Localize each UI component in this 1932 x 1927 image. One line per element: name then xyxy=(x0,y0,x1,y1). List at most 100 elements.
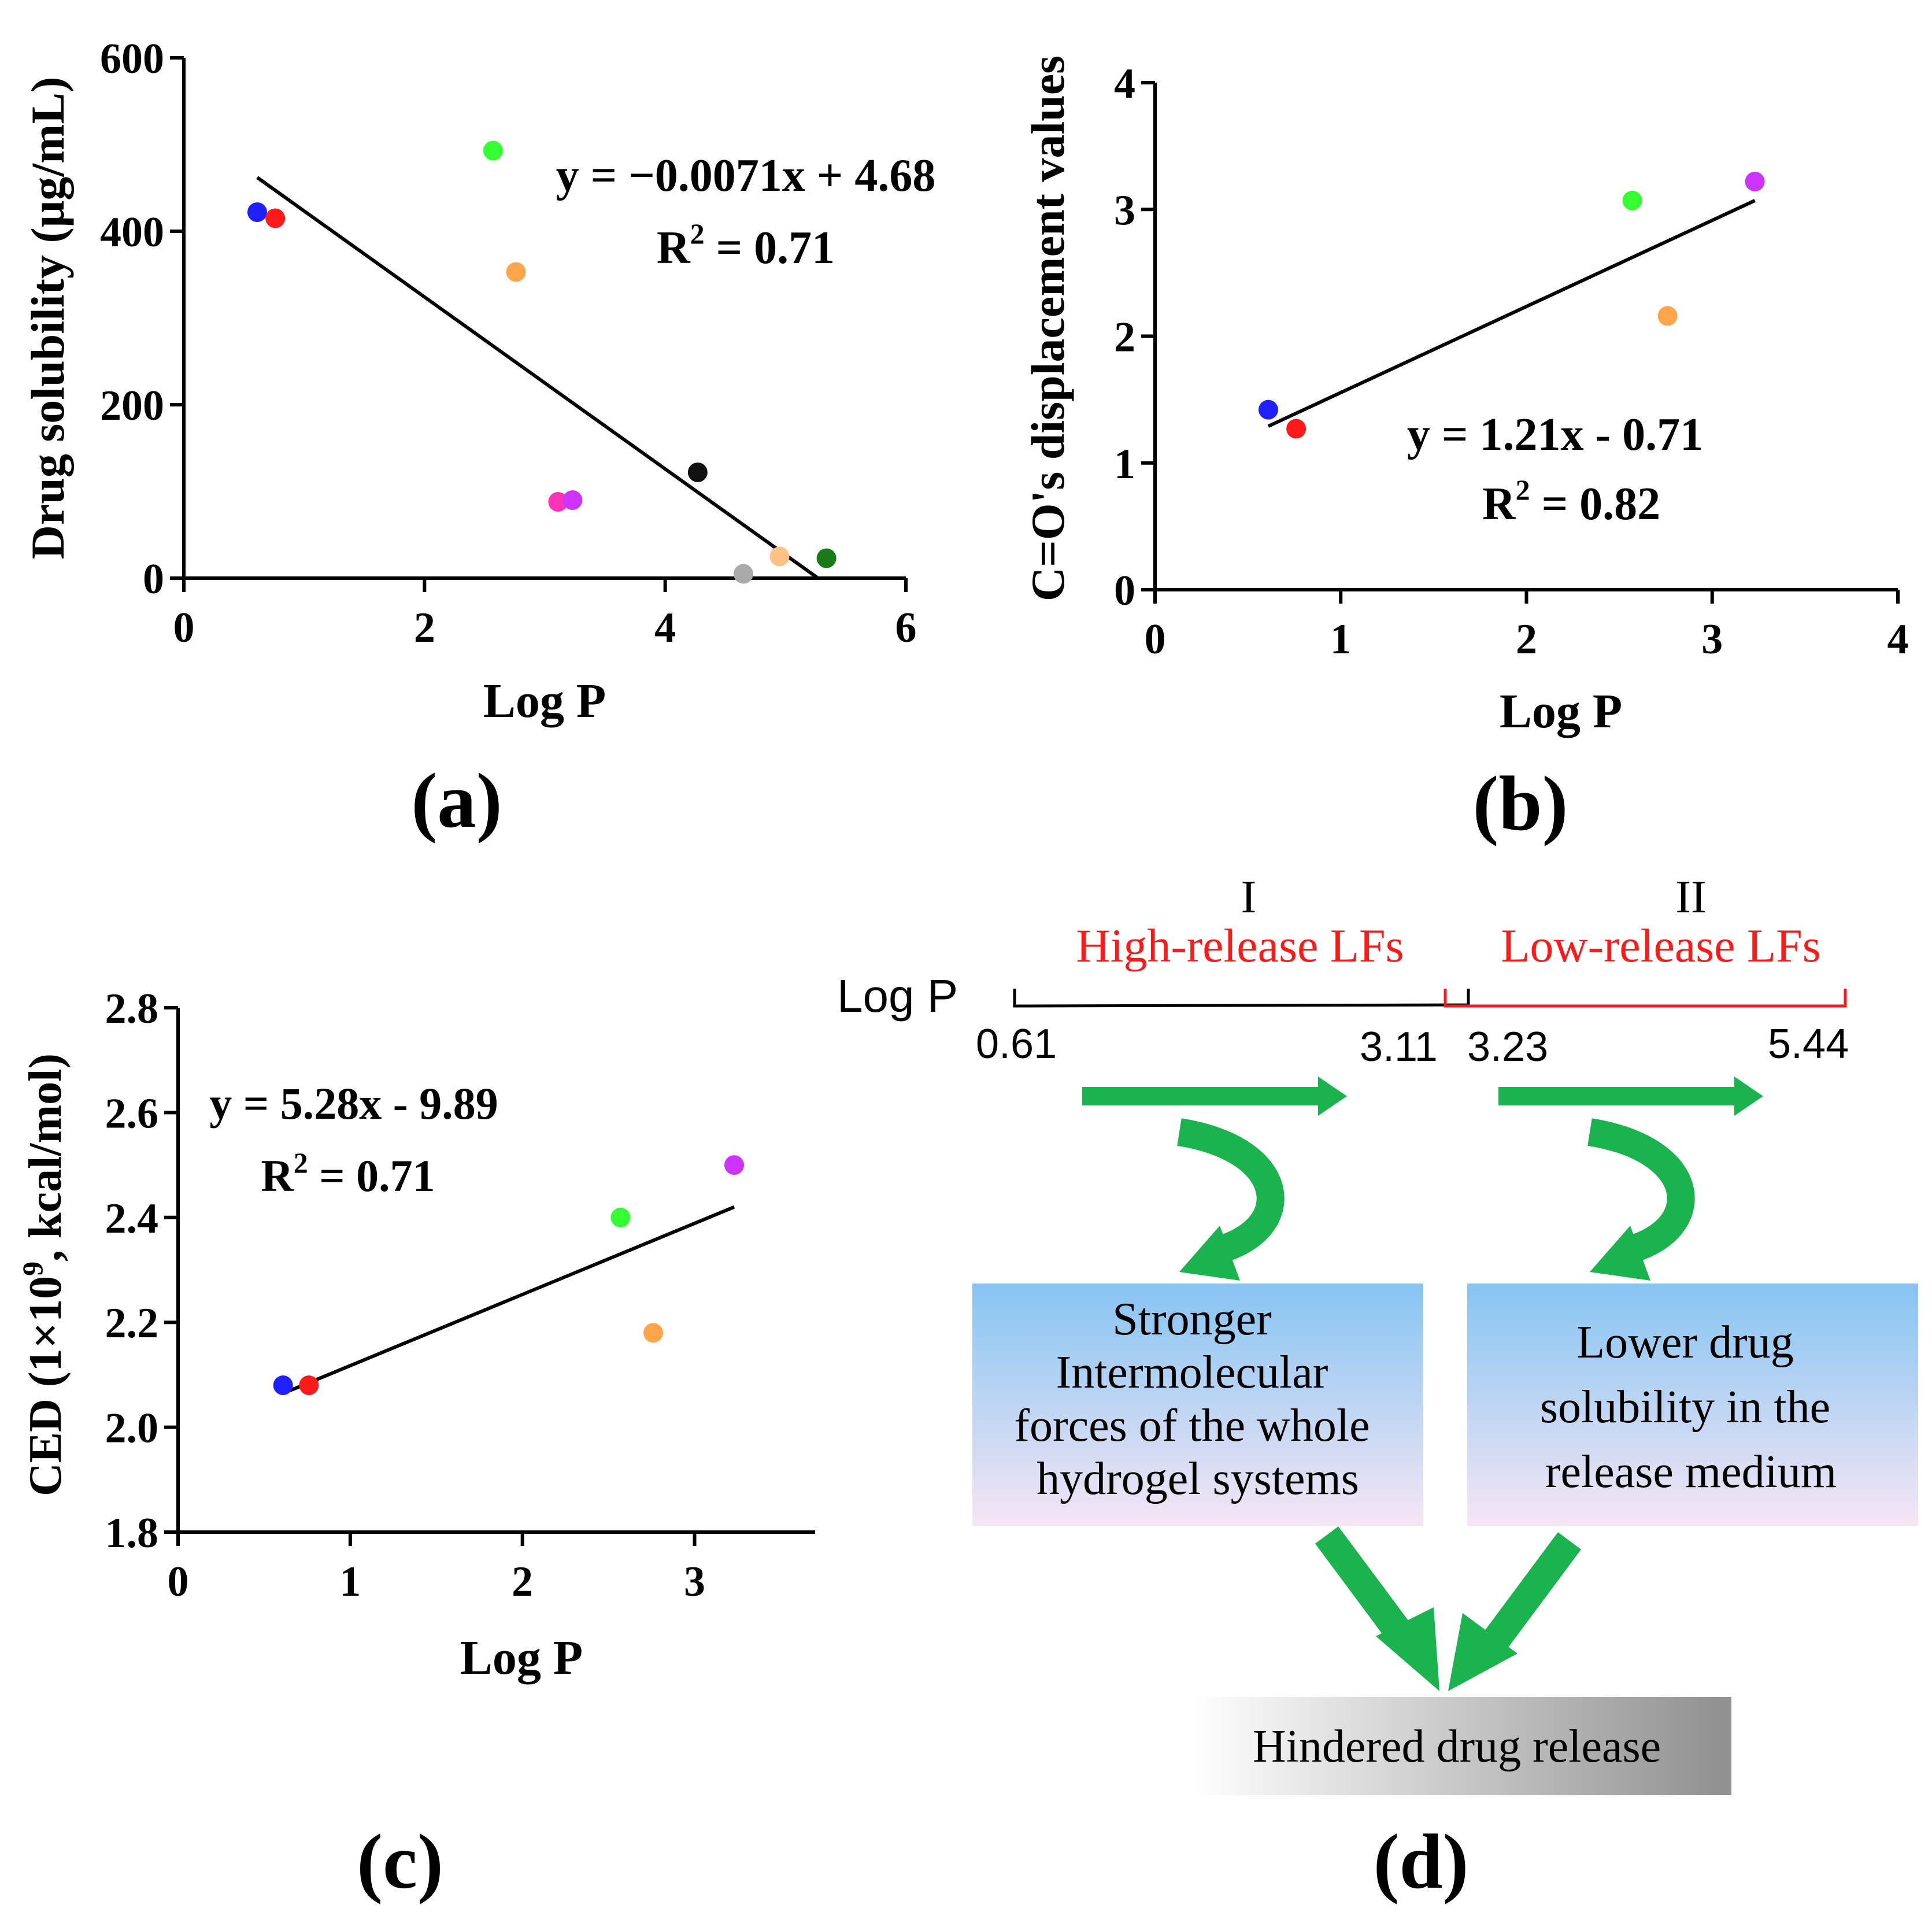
data-point xyxy=(483,140,503,161)
data-point xyxy=(816,548,837,568)
panel-a-xlabel: Log P xyxy=(483,674,606,728)
data-point xyxy=(506,262,526,282)
group1-curved-arrow-head xyxy=(1179,1226,1240,1281)
y-tick-label: 1.8 xyxy=(105,1510,159,1557)
data-point xyxy=(548,492,568,512)
y-tick-label: 0 xyxy=(1114,567,1135,615)
group1-numeral: I xyxy=(1241,872,1257,923)
group2-right-arrow xyxy=(1498,1077,1763,1116)
data-point xyxy=(610,1207,631,1227)
x-tick-label: 3 xyxy=(1701,616,1723,663)
group1-range-bracket xyxy=(1013,989,1470,1008)
y-tick-label: 3 xyxy=(1114,187,1135,234)
y-tick-label: 2.4 xyxy=(105,1195,159,1242)
box-intermolecular-text: Stronger Intermolecular forces of the wh… xyxy=(1014,1294,1381,1504)
panel-b-equation: y = 1.21x - 0.71 xyxy=(1407,409,1703,460)
data-point xyxy=(687,463,708,482)
x-tick-label: 0 xyxy=(168,1558,189,1606)
box-intermolecular xyxy=(972,1284,1423,1526)
x-tick-label: 1 xyxy=(1330,616,1352,663)
y-tick-label: 2.8 xyxy=(105,985,159,1033)
x-tick-label: 3 xyxy=(684,1558,705,1606)
panel-d: I II High-release LFs Low-release LFs Lo… xyxy=(837,872,1918,1905)
group2-curved-arrow-head xyxy=(1590,1226,1650,1281)
y-tick-label: 0 xyxy=(143,556,164,603)
box-solubility-text: Lower drug solubility in the release med… xyxy=(1540,1317,1842,1497)
data-point xyxy=(733,564,753,584)
group1-title: High-release LFs xyxy=(1076,919,1404,972)
right-down-arrow-shaft xyxy=(1474,1532,1582,1662)
panel-c-r2: R2 = 0.71 xyxy=(261,1146,435,1201)
y-tick-label: 2 xyxy=(1114,314,1135,361)
group2-max: 5.44 xyxy=(1768,1021,1849,1067)
logp-label: Log P xyxy=(837,970,958,1022)
panel-b-points xyxy=(1258,172,1765,439)
group1-right-arrow xyxy=(1082,1077,1347,1116)
panel-b-fit-line xyxy=(1267,199,1756,428)
panel-a-label: (a) xyxy=(411,758,502,844)
panel-a-equation: y = −0.0071x + 4.68 xyxy=(556,150,936,201)
panel-a-fit-line xyxy=(256,176,819,580)
result-text: Hindered drug release xyxy=(1253,1721,1661,1772)
panel-a-ticks: 0 2 4 6 0 200 400 600 xyxy=(100,35,917,652)
box-solubility xyxy=(1467,1284,1918,1526)
x-tick-label: 4 xyxy=(654,604,676,652)
data-point xyxy=(247,202,267,222)
x-tick-label: 2 xyxy=(512,1558,533,1606)
x-tick-label: 1 xyxy=(339,1558,361,1606)
data-point xyxy=(265,208,286,228)
panel-a-r2: R2 = 0.71 xyxy=(657,217,835,273)
left-down-arrow-head xyxy=(1376,1607,1439,1691)
result-box xyxy=(1191,1697,1731,1795)
y-tick-label: 400 xyxy=(100,209,164,256)
panel-a: 0 2 4 6 0 200 400 600 Log P Drug solubility (μg… xyxy=(21,35,935,844)
panel-b-ylabel: C=O's displacement values xyxy=(1021,56,1074,601)
right-down-arrow-head xyxy=(1448,1613,1518,1691)
panel-c-fit-line xyxy=(289,1205,735,1392)
panel-c-label: (c) xyxy=(357,1819,443,1905)
panel-c-equation: y = 5.28x - 9.89 xyxy=(209,1078,498,1129)
data-point xyxy=(769,546,790,567)
panel-b: 0 1 2 3 4 0 1 2 3 4 Log P C=O's displacement valu… xyxy=(1021,56,1909,847)
panel-b-ticks: 0 1 2 3 4 0 1 2 3 4 xyxy=(1114,60,1909,663)
y-tick-label: 200 xyxy=(100,382,164,430)
panel-b-label: (b) xyxy=(1473,761,1568,847)
data-point xyxy=(1258,400,1278,420)
y-tick-label: 4 xyxy=(1114,60,1135,108)
data-point xyxy=(1657,306,1678,326)
panel-c-ticks: 0 1 2 3 1.8 2.0 2.2 2.4 2.6 2.8 xyxy=(105,985,706,1606)
data-point xyxy=(273,1375,293,1396)
panel-d-label: (d) xyxy=(1374,1819,1469,1905)
panel-c-ylabel: CED (1×109, kcal/mol) xyxy=(16,1053,71,1496)
panel-c: 0 1 2 3 1.8 2.0 2.2 2.4 2.6 2.8 Log P CED (1×109,… xyxy=(16,985,815,1905)
x-tick-label: 2 xyxy=(414,604,435,652)
data-point xyxy=(1286,419,1306,439)
x-tick-label: 0 xyxy=(1145,616,1166,663)
data-point xyxy=(562,490,583,510)
data-point xyxy=(299,1375,319,1396)
data-point xyxy=(643,1323,664,1343)
group1-min: 0.61 xyxy=(976,1021,1057,1067)
panel-a-ylabel: Drug solubility (μg/mL) xyxy=(21,77,74,560)
x-tick-label: 0 xyxy=(173,604,195,652)
group2-min: 3.23 xyxy=(1467,1024,1548,1070)
y-tick-label: 1 xyxy=(1114,441,1135,488)
data-point xyxy=(1622,190,1642,210)
group2-range-bracket xyxy=(1444,989,1847,1008)
group1-curved-arrow xyxy=(1177,1118,1285,1266)
group2-title: Low-release LFs xyxy=(1501,919,1820,972)
panel-b-r2: R2 = 0.82 xyxy=(1482,474,1660,530)
panel-c-xlabel: Log P xyxy=(460,1631,583,1685)
y-tick-label: 2.6 xyxy=(105,1090,159,1137)
x-tick-label: 4 xyxy=(1887,616,1909,663)
x-tick-label: 6 xyxy=(895,604,917,652)
y-tick-label: 2.2 xyxy=(105,1300,159,1347)
x-tick-label: 2 xyxy=(1516,616,1537,663)
panel-b-xlabel: Log P xyxy=(1500,685,1622,738)
data-point xyxy=(1745,172,1765,192)
group2-numeral: II xyxy=(1675,872,1706,923)
panel-a-points xyxy=(247,140,837,584)
y-tick-label: 2.0 xyxy=(105,1405,159,1452)
y-tick-label: 600 xyxy=(100,35,164,83)
